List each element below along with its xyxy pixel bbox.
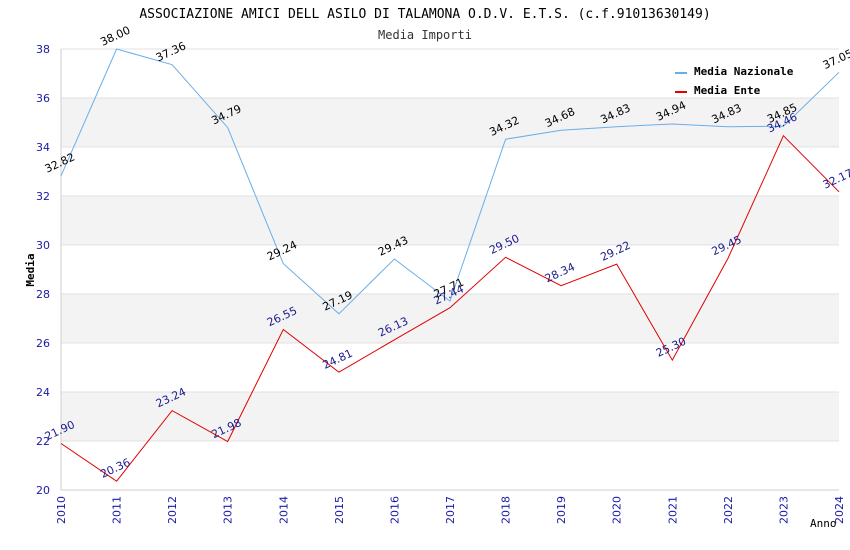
y-tick-label: 20 bbox=[36, 484, 50, 497]
y-tick-label: 38 bbox=[36, 43, 50, 56]
plot-band bbox=[61, 98, 839, 147]
y-axis-label: Media bbox=[24, 253, 37, 286]
series-line-ente bbox=[60, 134, 840, 482]
y-tick-label: 30 bbox=[36, 239, 50, 252]
plot-band bbox=[61, 343, 839, 392]
y-tick-label: 32 bbox=[36, 190, 50, 203]
plot-band bbox=[61, 196, 839, 245]
plot-band bbox=[61, 294, 839, 343]
chart-title: ASSOCIAZIONE AMICI DELL ASILO DI TALAMON… bbox=[139, 7, 710, 22]
x-tick-label: 2022 bbox=[722, 496, 735, 524]
grid-lines bbox=[61, 48, 839, 491]
x-tick-label: 2021 bbox=[666, 496, 679, 524]
plot-band bbox=[61, 392, 839, 441]
y-tick-label: 26 bbox=[36, 337, 50, 350]
legend: Media Nazionale Media Ente bbox=[675, 65, 794, 97]
plot-band bbox=[61, 441, 839, 490]
x-tick-label: 2020 bbox=[611, 496, 624, 524]
x-axis-label: Anno bbox=[810, 517, 837, 530]
x-tick-label: 2018 bbox=[500, 496, 513, 524]
x-tick-label: 2012 bbox=[166, 496, 179, 524]
x-tick-label: 2011 bbox=[111, 496, 124, 524]
x-tick-label: 2024 bbox=[833, 496, 846, 524]
plot-band bbox=[61, 147, 839, 196]
x-tick-label: 2013 bbox=[222, 496, 235, 524]
x-tick-label: 2015 bbox=[333, 496, 346, 524]
legend-label-ente: Media Ente bbox=[694, 84, 761, 97]
x-tick-label: 2017 bbox=[444, 496, 457, 524]
plot-background bbox=[61, 49, 839, 490]
data-label: 38.00 bbox=[98, 24, 132, 49]
series-line-nazionale bbox=[60, 48, 840, 315]
legend-label-nazionale: Media Nazionale bbox=[694, 65, 794, 78]
plot-band bbox=[61, 245, 839, 294]
x-tick-label: 2014 bbox=[277, 496, 290, 524]
x-axis-ticks: 2010 2011 2012 2013 2014 2015 2016 2017 2018 2019… bbox=[55, 496, 846, 524]
y-tick-label: 28 bbox=[36, 288, 50, 301]
chart-subtitle: Media Importi bbox=[378, 28, 472, 42]
series-lines bbox=[60, 48, 840, 482]
axes bbox=[60, 49, 839, 491]
x-tick-label: 2019 bbox=[555, 496, 568, 524]
y-tick-label: 24 bbox=[36, 386, 50, 399]
x-tick-label: 2023 bbox=[777, 496, 790, 524]
y-tick-label: 34 bbox=[36, 141, 50, 154]
plot-band bbox=[61, 49, 839, 98]
x-tick-label: 2010 bbox=[55, 496, 68, 524]
y-tick-label: 22 bbox=[36, 435, 50, 448]
y-axis-ticks: 20 22 24 26 28 30 32 34 36 38 bbox=[36, 43, 50, 497]
x-tick-label: 2016 bbox=[388, 496, 401, 524]
y-tick-label: 36 bbox=[36, 92, 50, 105]
